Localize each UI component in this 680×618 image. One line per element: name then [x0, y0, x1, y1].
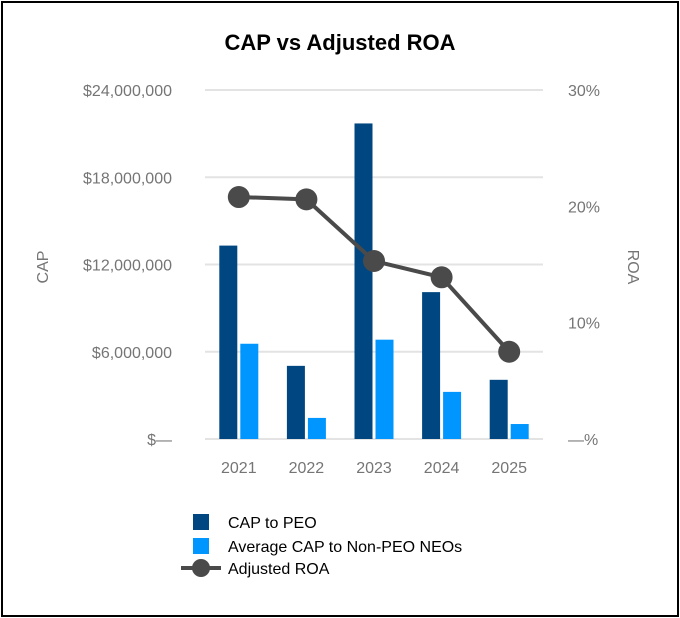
legend-label: Average CAP to Non-PEO NEOs — [228, 539, 462, 556]
y-tick-label: $— — [147, 432, 172, 449]
y2-tick-label: —% — [568, 432, 598, 449]
y2-tick-label: 20% — [568, 199, 600, 216]
chart-title: CAP vs Adjusted ROA — [224, 30, 455, 55]
non-peo-bar — [375, 339, 394, 439]
peo-bar — [286, 365, 305, 439]
roa-point — [295, 188, 318, 211]
y2-tick-label: 10% — [568, 316, 600, 333]
x-tick-label: 2023 — [356, 460, 392, 477]
non-peo-bar — [443, 391, 462, 439]
y2-axis-label: ROA — [624, 250, 641, 285]
legend-swatch-peo — [193, 514, 209, 530]
roa-point — [430, 266, 453, 289]
x-tick-label: 2022 — [289, 460, 325, 477]
x-tick-label: 2025 — [491, 460, 527, 477]
legend-marker-roa — [192, 559, 210, 577]
non-peo-bar — [510, 424, 529, 439]
y-tick-label: $24,000,000 — [83, 83, 172, 100]
roa-point — [498, 340, 521, 363]
y2-tick-label: 30% — [568, 83, 600, 100]
legend-swatch-non-peo — [193, 538, 209, 554]
y-tick-label: $12,000,000 — [83, 258, 172, 275]
peo-bar — [489, 379, 508, 439]
non-peo-bar — [307, 417, 326, 439]
y-axis-label: CAP — [35, 251, 52, 284]
x-tick-label: 2024 — [424, 460, 460, 477]
legend-label: CAP to PEO — [228, 515, 317, 532]
roa-line — [238, 195, 511, 354]
legend-label: Adjusted ROA — [228, 561, 330, 578]
non-peo-bar — [240, 343, 259, 439]
x-tick-label: 2021 — [221, 460, 257, 477]
peo-bar — [219, 245, 238, 439]
roa-point — [227, 186, 250, 209]
peo-bar — [354, 123, 373, 439]
peo-bar — [422, 292, 441, 439]
roa-point — [363, 250, 385, 273]
y-tick-label: $18,000,000 — [83, 170, 172, 187]
y-tick-label: $6,000,000 — [92, 345, 172, 362]
